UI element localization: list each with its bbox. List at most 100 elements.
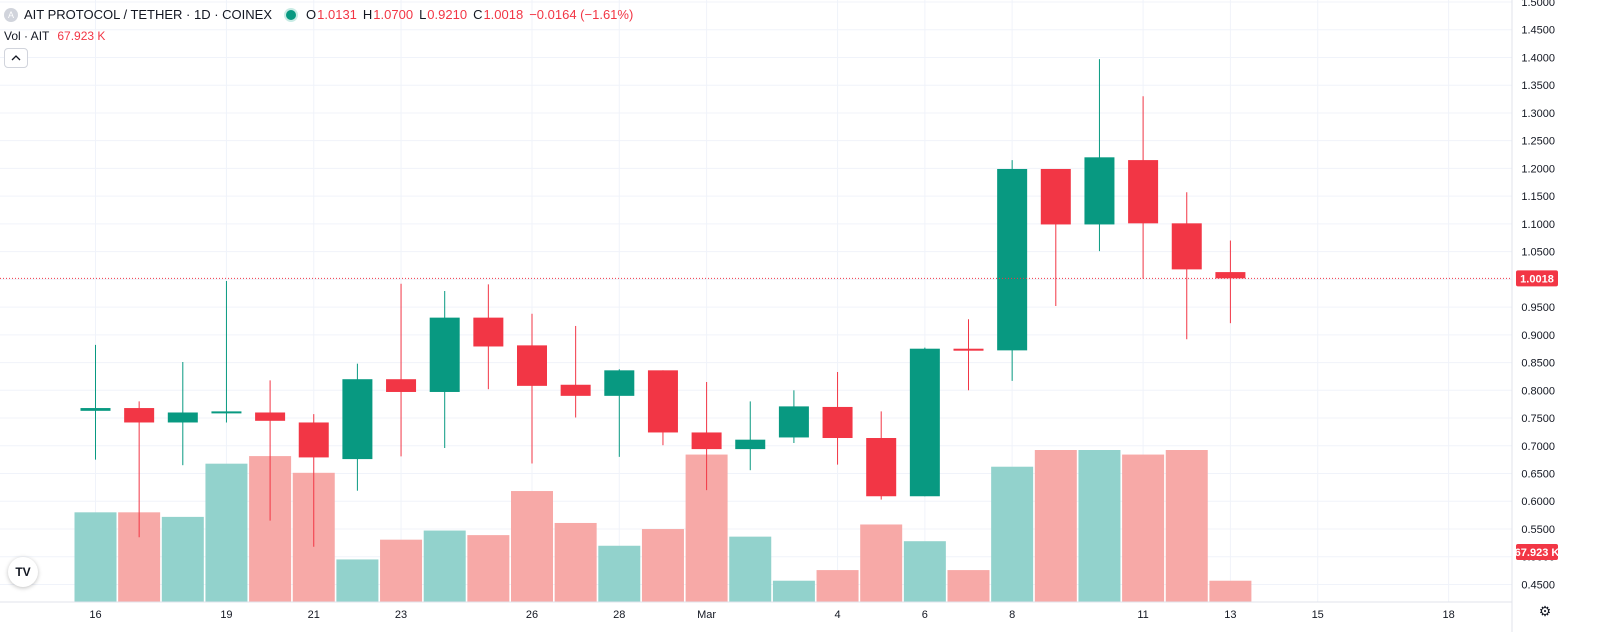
last-price-badge bbox=[1516, 270, 1558, 287]
price-axis-label: 1.4500 bbox=[1521, 25, 1555, 37]
price-axis-label: 1.1000 bbox=[1521, 219, 1555, 231]
candle-body[interactable] bbox=[691, 432, 722, 450]
volume-bar[interactable] bbox=[729, 536, 772, 602]
collapse-legend-button[interactable] bbox=[4, 48, 28, 68]
volume-bar[interactable] bbox=[1122, 454, 1165, 602]
price-axis-label: 0.7000 bbox=[1521, 441, 1555, 453]
candle-body[interactable] bbox=[124, 408, 155, 423]
price-axis-label: 1.2500 bbox=[1521, 136, 1555, 148]
volume-bar[interactable] bbox=[772, 580, 815, 602]
candle-body[interactable] bbox=[429, 317, 460, 392]
last-price-label: 1.0018 bbox=[1520, 273, 1554, 285]
volume-axis-badge bbox=[1516, 544, 1558, 560]
candle-body[interactable] bbox=[80, 408, 111, 411]
open-value: 1.0131 bbox=[317, 7, 357, 22]
open-key: O bbox=[306, 7, 317, 22]
price-axis-label: 0.8500 bbox=[1521, 358, 1555, 370]
candle-body[interactable] bbox=[1215, 272, 1246, 279]
volume-bar[interactable] bbox=[336, 559, 379, 602]
volume-bar[interactable] bbox=[1034, 450, 1077, 602]
low-key: L bbox=[419, 7, 427, 22]
volume-bar[interactable] bbox=[991, 466, 1034, 602]
volume-bar[interactable] bbox=[511, 491, 553, 602]
candle-body[interactable] bbox=[822, 406, 853, 439]
tradingview-logo[interactable]: TV bbox=[8, 557, 38, 587]
volume-bar[interactable] bbox=[423, 530, 466, 602]
price-axis-label: 0.4500 bbox=[1521, 579, 1555, 591]
candle-body[interactable] bbox=[866, 438, 897, 497]
candle-body[interactable] bbox=[1084, 157, 1115, 225]
volume-axis-label: 67.923 K bbox=[1515, 547, 1560, 559]
volume-bar[interactable] bbox=[947, 570, 990, 602]
close-value: 1.0018 bbox=[483, 7, 524, 22]
volume-bar[interactable] bbox=[380, 539, 423, 602]
symbol-logo-icon: A bbox=[4, 8, 18, 22]
price-axis-label: 0.5500 bbox=[1521, 524, 1555, 536]
volume-bar[interactable] bbox=[641, 529, 684, 602]
candle-body[interactable] bbox=[473, 317, 504, 347]
candle-body[interactable] bbox=[211, 411, 242, 414]
high-key: H bbox=[362, 7, 373, 22]
time-axis-label: 26 bbox=[526, 609, 538, 621]
candle-body[interactable] bbox=[647, 370, 678, 433]
candle-body[interactable] bbox=[909, 348, 940, 497]
time-axis-label: Mar bbox=[697, 609, 716, 621]
candle-body[interactable] bbox=[1171, 223, 1202, 270]
price-axis-label: 1.0500 bbox=[1521, 247, 1555, 259]
volume-bar[interactable] bbox=[1209, 580, 1252, 602]
change-value: −0.0164 (−1.61%) bbox=[529, 7, 634, 22]
candle-body[interactable] bbox=[167, 412, 198, 423]
volume-bar[interactable] bbox=[816, 570, 859, 602]
time-axis-label: 21 bbox=[308, 609, 320, 621]
gear-icon[interactable]: ⚙ bbox=[1538, 603, 1552, 619]
candle-body[interactable] bbox=[255, 412, 286, 421]
volume-bar[interactable] bbox=[860, 524, 903, 602]
volume-bar[interactable] bbox=[598, 545, 641, 602]
time-axis-label: 23 bbox=[395, 609, 407, 621]
candle-body[interactable] bbox=[342, 379, 373, 460]
candle-body[interactable] bbox=[604, 370, 635, 396]
volume-bar[interactable] bbox=[554, 522, 597, 602]
volume-legend: Vol · AIT 67.923 K bbox=[4, 27, 105, 45]
volume-bar[interactable] bbox=[903, 541, 946, 602]
market-status-icon bbox=[286, 10, 297, 20]
price-axis-label: 0.8000 bbox=[1521, 385, 1555, 397]
time-axis-label: 18 bbox=[1443, 609, 1455, 621]
candle-body[interactable] bbox=[298, 422, 329, 458]
time-axis-label: 13 bbox=[1224, 609, 1236, 621]
candle-body[interactable] bbox=[953, 348, 984, 351]
volume-bar[interactable] bbox=[74, 512, 117, 602]
candle-body[interactable] bbox=[1128, 160, 1159, 224]
volume-label[interactable]: Vol · AIT bbox=[4, 29, 50, 43]
candle-body[interactable] bbox=[997, 168, 1028, 351]
volume-bar[interactable] bbox=[467, 535, 510, 602]
candle-body[interactable] bbox=[560, 384, 591, 396]
candle-body[interactable] bbox=[735, 439, 766, 450]
volume-bar[interactable] bbox=[1078, 450, 1121, 602]
price-axis-label: 1.5000 bbox=[1521, 0, 1555, 9]
volume-bar[interactable] bbox=[1165, 450, 1208, 602]
candle-body[interactable] bbox=[386, 379, 417, 392]
time-axis-label: 16 bbox=[89, 609, 101, 621]
chevron-up-icon bbox=[11, 55, 21, 61]
volume-value: 67.923 K bbox=[57, 29, 106, 43]
time-axis-label: 19 bbox=[220, 609, 232, 621]
volume-bar[interactable] bbox=[161, 516, 204, 602]
time-axis-label: 28 bbox=[613, 609, 625, 621]
candle-body[interactable] bbox=[1040, 168, 1071, 225]
time-axis-label: 15 bbox=[1312, 609, 1324, 621]
price-axis-label: 0.7500 bbox=[1521, 413, 1555, 425]
time-axis-label: 8 bbox=[1009, 609, 1015, 621]
price-axis-label: 0.9000 bbox=[1521, 330, 1555, 342]
price-axis-label: 1.4000 bbox=[1521, 52, 1555, 64]
price-axis-label: 0.6000 bbox=[1521, 496, 1555, 508]
volume-bar[interactable] bbox=[205, 463, 248, 602]
symbol-title[interactable]: AIT PROTOCOL / TETHER · 1D · COINEX bbox=[24, 7, 273, 22]
time-axis-label: 4 bbox=[834, 609, 840, 621]
price-axis-label: 1.3500 bbox=[1521, 80, 1555, 92]
candle-body[interactable] bbox=[517, 345, 547, 386]
candle-body[interactable] bbox=[778, 406, 809, 438]
price-axis-label: 1.3000 bbox=[1521, 108, 1555, 120]
